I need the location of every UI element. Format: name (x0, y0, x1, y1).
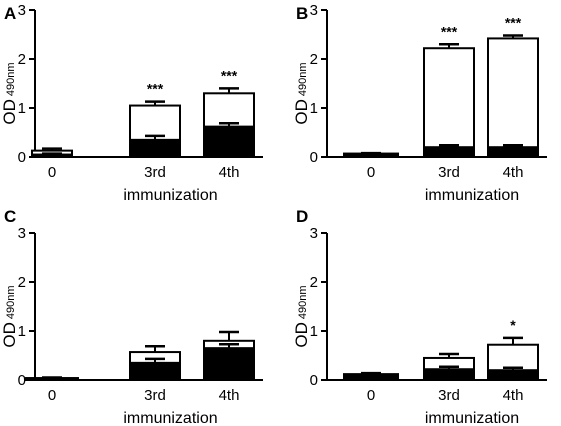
panel-d: D 0 1 2 3 OD 490nm 0 3rd 4th immunization * (292, 207, 547, 426)
y-axis-title-sub: 490nm (297, 62, 309, 96)
y-tick-label: 2 (18, 274, 26, 291)
y-axis-title: OD 490nm (0, 62, 19, 124)
panel-letter: A (4, 4, 16, 23)
y-tick-label: 1 (18, 323, 26, 340)
bar-baseline (487, 146, 539, 158)
y-tick-label: 0 (310, 149, 318, 166)
y-tick-label: 3 (18, 225, 26, 242)
y-axis-title-main: OD (0, 99, 19, 125)
panel-letter: D (296, 207, 308, 226)
significance-label: *** (147, 81, 164, 97)
significance-label: *** (505, 14, 522, 30)
panel-b: B 0 1 2 3 OD 490nm 0 3rd 4th immunization *** *** (292, 2, 547, 204)
y-tick-label: 2 (310, 274, 318, 291)
significance-label: *** (441, 23, 458, 39)
significance-label: * (510, 317, 516, 333)
bar-total (487, 37, 539, 158)
bar-baseline (343, 374, 399, 382)
bar-baseline (129, 138, 181, 159)
y-tick-label: 3 (310, 225, 318, 242)
significance-label: *** (221, 67, 238, 83)
y-axis-title: OD 490nm (292, 62, 311, 124)
y-axis-title-main: OD (0, 322, 19, 348)
y-tick-label: 2 (18, 51, 26, 68)
x-tick-label: 4th (503, 164, 524, 181)
y-axis-title-main: OD (292, 99, 311, 125)
bar-baseline (423, 368, 475, 382)
bar-baseline (203, 347, 255, 381)
x-tick-label: 3rd (438, 387, 460, 404)
x-axis-title: immunization (425, 187, 519, 204)
bar-baseline (203, 125, 255, 159)
y-axis-title: OD 490nm (0, 285, 19, 347)
y-tick-label: 1 (18, 100, 26, 117)
x-tick-label: 0 (367, 164, 375, 181)
x-tick-label: 3rd (438, 164, 460, 181)
y-tick-label: 3 (18, 2, 26, 19)
panel-letter: C (4, 207, 16, 226)
y-tick-label: 2 (310, 51, 318, 68)
y-tick-label: 1 (310, 100, 318, 117)
x-tick-label: 0 (367, 387, 375, 404)
y-axis-title-sub: 490nm (297, 285, 309, 319)
x-axis-title: immunization (425, 410, 519, 426)
bar-baseline (423, 146, 475, 158)
x-axis-title: immunization (123, 187, 217, 204)
bar-baseline (129, 361, 181, 382)
y-tick-label: 0 (18, 149, 26, 166)
bar-baseline (31, 153, 73, 159)
y-axis-title-sub: 490nm (5, 62, 17, 96)
x-axis-title: immunization (123, 410, 217, 426)
y-tick-label: 0 (18, 372, 26, 389)
x-tick-label: 0 (48, 387, 56, 404)
y-tick-label: 3 (310, 2, 318, 19)
y-tick-label: 1 (310, 323, 318, 340)
y-axis-title-sub: 490nm (5, 285, 17, 319)
x-tick-label: 4th (503, 387, 524, 404)
y-axis-title: OD 490nm (292, 285, 311, 347)
x-tick-label: 4th (219, 164, 240, 181)
y-tick-label: 0 (310, 372, 318, 389)
bar-total (423, 47, 475, 158)
panel-letter: B (296, 4, 308, 23)
x-tick-label: 4th (219, 387, 240, 404)
x-tick-label: 0 (48, 164, 56, 181)
bar-baseline (487, 369, 539, 382)
x-tick-label: 3rd (144, 164, 166, 181)
x-tick-label: 3rd (144, 387, 166, 404)
y-axis-title-main: OD (292, 322, 311, 348)
